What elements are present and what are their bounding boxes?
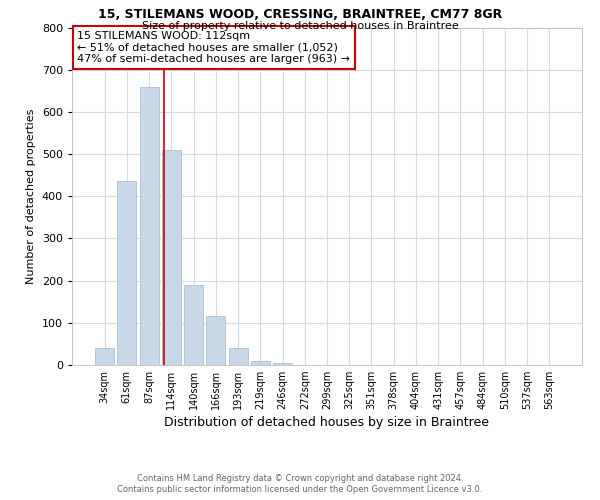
Text: 15, STILEMANS WOOD, CRESSING, BRAINTREE, CM77 8GR: 15, STILEMANS WOOD, CRESSING, BRAINTREE,… <box>98 8 502 20</box>
Bar <box>95 348 114 365</box>
Bar <box>251 361 270 365</box>
Bar <box>206 316 225 365</box>
Text: Size of property relative to detached houses in Braintree: Size of property relative to detached ho… <box>142 21 458 31</box>
Y-axis label: Number of detached properties: Number of detached properties <box>26 108 36 284</box>
Bar <box>162 150 181 365</box>
Bar <box>140 86 158 365</box>
Bar <box>184 285 203 365</box>
Bar <box>273 363 292 365</box>
Text: 15 STILEMANS WOOD: 112sqm
← 51% of detached houses are smaller (1,052)
47% of se: 15 STILEMANS WOOD: 112sqm ← 51% of detac… <box>77 31 350 64</box>
Bar <box>229 348 248 365</box>
Bar <box>118 180 136 365</box>
Text: Contains HM Land Registry data © Crown copyright and database right 2024.
Contai: Contains HM Land Registry data © Crown c… <box>118 474 482 494</box>
X-axis label: Distribution of detached houses by size in Braintree: Distribution of detached houses by size … <box>164 416 490 430</box>
